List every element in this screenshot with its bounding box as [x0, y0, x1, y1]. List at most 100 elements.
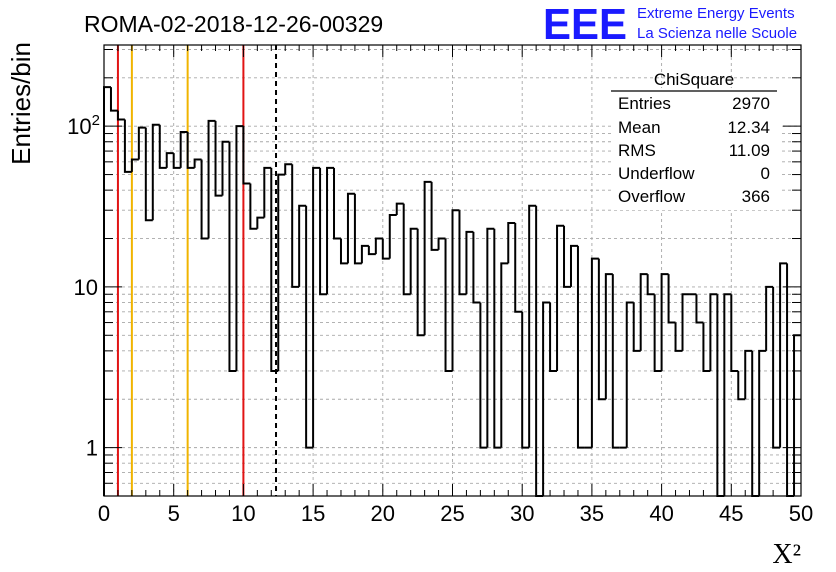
- stats-label-entries: Entries: [618, 94, 671, 113]
- histogram-bin: [395, 202, 404, 216]
- histogram-bin: [249, 183, 258, 230]
- histogram-bin: [493, 228, 502, 449]
- stats-box-background: [611, 88, 779, 210]
- histogram-bin: [625, 301, 634, 448]
- histogram-bin: [465, 230, 474, 295]
- histogram-bin: [486, 227, 495, 448]
- histogram-bin: [367, 245, 376, 256]
- y-tick-label: 1: [86, 436, 98, 461]
- histogram-bin: [416, 228, 425, 337]
- stats-box: ChiSquare Entries 2970 Mean 12.34 RMS 11…: [611, 70, 779, 210]
- histogram-bin: [576, 245, 585, 449]
- histogram-bin: [221, 140, 230, 196]
- stats-label-rms: RMS: [618, 141, 656, 160]
- histogram-bin: [597, 258, 606, 401]
- axis-ticks: 0 5 10 15 20 25 30 35 40 45 50 1 10 102: [67, 45, 813, 526]
- histogram-bin: [388, 214, 397, 259]
- histogram-bin: [695, 294, 704, 324]
- histogram-bin: [158, 124, 167, 169]
- histogram-bin: [702, 322, 711, 372]
- stats-value-underflow: 0: [761, 164, 770, 183]
- histogram-bin: [779, 262, 788, 448]
- chart-title: ROMA-02-2018-12-26-00329: [84, 11, 383, 37]
- histogram-bin: [730, 294, 739, 372]
- histogram-bin: [312, 166, 321, 448]
- y-axis-title: Entries/bin: [6, 42, 36, 165]
- histogram-bars: [103, 86, 801, 497]
- eee-logo: EEE Extreme Energy Events La Scienza nel…: [543, 0, 797, 49]
- histogram-bin: [381, 238, 390, 260]
- histogram-bin: [123, 119, 132, 173]
- histogram-bin: [737, 370, 746, 401]
- histogram-bin: [346, 192, 355, 264]
- histogram-bin: [744, 349, 753, 400]
- stats-value-overflow: 366: [742, 187, 770, 206]
- histogram-bin: [228, 141, 237, 372]
- histogram-bin: [569, 244, 578, 287]
- histogram-bin: [186, 132, 195, 169]
- histogram-bin: [786, 263, 795, 497]
- histogram-bin: [298, 204, 307, 287]
- histogram-bin: [103, 86, 111, 496]
- histogram-bin: [660, 273, 669, 371]
- histogram-bin: [109, 87, 118, 112]
- histogram-bin: [116, 110, 125, 121]
- histogram-bin: [514, 222, 523, 313]
- x-tick-label: 40: [649, 501, 673, 526]
- histogram-bin: [339, 238, 348, 265]
- stats-value-mean: 12.34: [727, 118, 770, 137]
- histogram-bin: [165, 152, 174, 168]
- x-tick-label: 35: [580, 501, 604, 526]
- histogram-bin: [423, 180, 432, 336]
- histogram-bin: [681, 293, 690, 351]
- x-axis-title: X²: [772, 539, 801, 570]
- x-tick-label: 15: [301, 501, 325, 526]
- stats-label-underflow: Underflow: [618, 164, 695, 183]
- histogram-bin: [674, 322, 683, 352]
- histogram-bin: [500, 262, 509, 448]
- histogram-bin: [270, 167, 279, 372]
- x-tick-label: 45: [719, 501, 743, 526]
- histogram-bin: [793, 334, 801, 496]
- histogram-bin: [472, 231, 481, 304]
- histogram-bin: [556, 224, 565, 371]
- histogram-bin: [144, 127, 153, 222]
- histogram-bin: [353, 193, 362, 265]
- histogram-bin: [632, 302, 641, 352]
- histogram-bin: [458, 210, 467, 296]
- histogram-bin: [235, 125, 244, 371]
- x-tick-label: 25: [440, 501, 464, 526]
- histogram-bin: [751, 350, 760, 497]
- stats-box-header: ChiSquare: [654, 70, 734, 89]
- histogram-bin: [716, 294, 725, 497]
- y-tick-label: 102: [67, 112, 100, 139]
- histogram-bin: [563, 225, 571, 288]
- stats-box-rows: Entries 2970 Mean 12.34 RMS 11.09 Underf…: [618, 94, 770, 206]
- histogram-bin: [639, 273, 648, 351]
- histogram-bin: [409, 227, 418, 295]
- x-tick-label: 10: [231, 501, 255, 526]
- histogram-bin: [653, 294, 662, 372]
- histogram-bin: [709, 293, 718, 371]
- histogram-bin: [437, 237, 446, 250]
- histogram-bin: [590, 257, 599, 448]
- histogram-bin: [172, 153, 181, 169]
- y-tick-label: 10: [74, 275, 98, 300]
- x-tick-label: 20: [371, 501, 395, 526]
- histogram-bin: [646, 274, 655, 296]
- histogram-bin: [242, 126, 251, 185]
- histogram-bin: [130, 158, 139, 172]
- histogram-bin: [765, 285, 774, 351]
- histogram-bin: [758, 349, 767, 496]
- stats-label-mean: Mean: [618, 118, 661, 137]
- histogram-bin: [137, 126, 146, 160]
- histogram-bin: [333, 167, 341, 240]
- histogram-bin: [284, 163, 293, 175]
- reference-lines: [116, 45, 278, 496]
- histogram-bin: [444, 238, 453, 372]
- x-tick-label: 50: [789, 501, 813, 526]
- histogram-bin: [723, 293, 732, 496]
- stats-value-entries: 2970: [732, 94, 770, 113]
- histogram-bin: [451, 209, 460, 371]
- x-tick-label: 5: [168, 501, 180, 526]
